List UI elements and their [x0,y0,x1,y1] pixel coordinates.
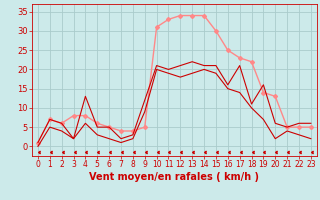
X-axis label: Vent moyen/en rafales ( km/h ): Vent moyen/en rafales ( km/h ) [89,172,260,182]
